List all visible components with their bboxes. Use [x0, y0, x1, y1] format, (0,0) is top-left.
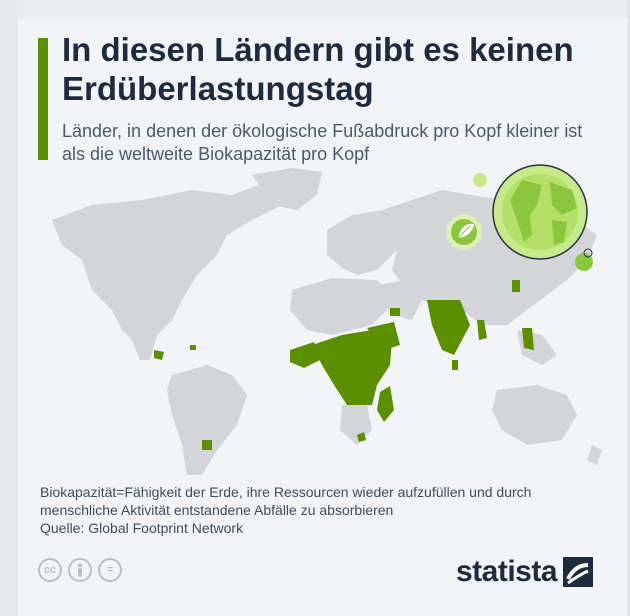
- brand[interactable]: statista: [456, 555, 594, 589]
- central-africa-highlight: [312, 330, 392, 405]
- north-korea-highlight: [512, 280, 520, 292]
- india-highlight: [427, 300, 470, 355]
- leaf-icon: [446, 214, 482, 250]
- philippines-highlight: [522, 328, 534, 350]
- chart-title: In diesen Ländern gibt es keinen Erdüber…: [62, 31, 574, 107]
- uruguay-highlight: [202, 440, 212, 450]
- globe-eurasia: [550, 182, 577, 215]
- globe-dot-small: [473, 173, 487, 187]
- east-africa-highlight: [367, 322, 400, 350]
- myanmar-highlight: [477, 320, 487, 340]
- globe-dot-ring: [583, 248, 593, 258]
- highlighted-countries: [154, 280, 534, 450]
- equals-icon[interactable]: =: [98, 558, 122, 582]
- accent-bar: [38, 38, 48, 160]
- chart-subtitle: Länder, in denen der ökologische Fußabdr…: [62, 121, 583, 164]
- world-map: [52, 164, 602, 475]
- globe-illustration: [473, 164, 593, 271]
- globe-africa: [552, 220, 567, 245]
- north-america: [52, 180, 292, 360]
- statista-logo-icon: [563, 557, 594, 587]
- page-edge-right: [627, 0, 630, 616]
- page-edge: [0, 0, 18, 616]
- madagascar-highlight: [377, 386, 394, 422]
- globe-americas: [510, 180, 542, 242]
- europe: [327, 210, 407, 275]
- sri-lanka-highlight: [452, 360, 458, 370]
- haiti-highlight: [190, 345, 196, 350]
- southern-africa: [340, 405, 372, 445]
- yemen-highlight: [390, 308, 400, 316]
- globe-dot-bottom: [575, 253, 593, 271]
- license-icons: cc =: [38, 558, 122, 582]
- west-africa-highlight: [290, 342, 320, 368]
- footnote: Biokapazität=Fähigkeit der Erde, ihre Re…: [40, 483, 580, 537]
- middle-east: [377, 280, 422, 320]
- australia: [492, 385, 577, 445]
- north-africa: [290, 278, 397, 335]
- greenland: [252, 168, 322, 210]
- footnote-definition: Biokapazität=Fähigkeit der Erde, ihre Re…: [40, 484, 532, 518]
- cc-icon[interactable]: cc: [38, 558, 62, 582]
- lesotho-highlight: [357, 432, 366, 442]
- south-america: [167, 365, 247, 475]
- source-line: Quelle: Global Footprint Network: [40, 520, 244, 536]
- new-zealand: [587, 445, 602, 465]
- central-america-highlight: [154, 350, 164, 360]
- brand-name: statista: [456, 555, 558, 588]
- person-icon[interactable]: [68, 558, 92, 582]
